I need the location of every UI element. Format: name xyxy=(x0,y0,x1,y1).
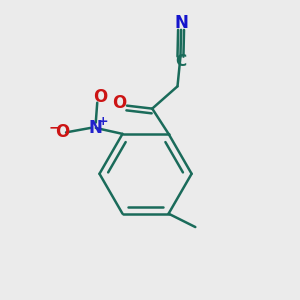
Text: O: O xyxy=(55,123,70,141)
Text: O: O xyxy=(93,88,107,106)
Text: N: N xyxy=(175,14,189,32)
Text: −: − xyxy=(49,120,61,134)
Text: O: O xyxy=(112,94,127,112)
Text: N: N xyxy=(89,119,103,137)
Text: C: C xyxy=(175,54,186,69)
Text: +: + xyxy=(98,115,109,128)
